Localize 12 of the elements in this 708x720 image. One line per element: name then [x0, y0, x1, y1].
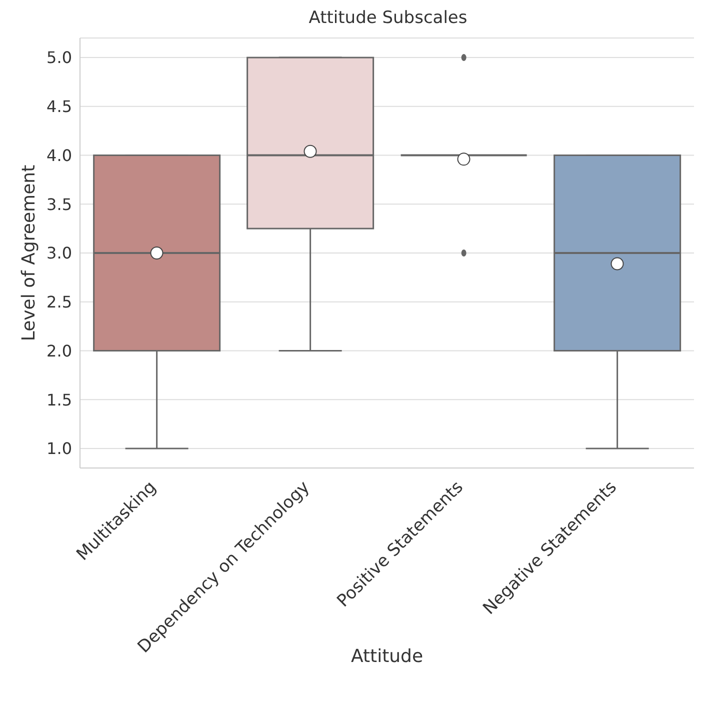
- y-tick-label: 5.0: [46, 48, 72, 68]
- y-tick-label: 4.0: [46, 146, 72, 165]
- chart-title: Attitude Subscales: [308, 8, 468, 28]
- y-tick-label: 4.5: [46, 97, 72, 116]
- y-tick-label: 2.5: [46, 292, 72, 312]
- y-tick-label: 2.0: [46, 341, 72, 360]
- y-tick-label: 3.0: [46, 244, 72, 263]
- y-tick-label: 3.5: [46, 194, 72, 214]
- y-tick-label: 1.0: [46, 439, 72, 458]
- y-axis-title: Level of Agreement: [18, 164, 40, 342]
- x-axis-title: Attitude: [350, 646, 424, 667]
- y-tick-label: 1.5: [46, 390, 72, 410]
